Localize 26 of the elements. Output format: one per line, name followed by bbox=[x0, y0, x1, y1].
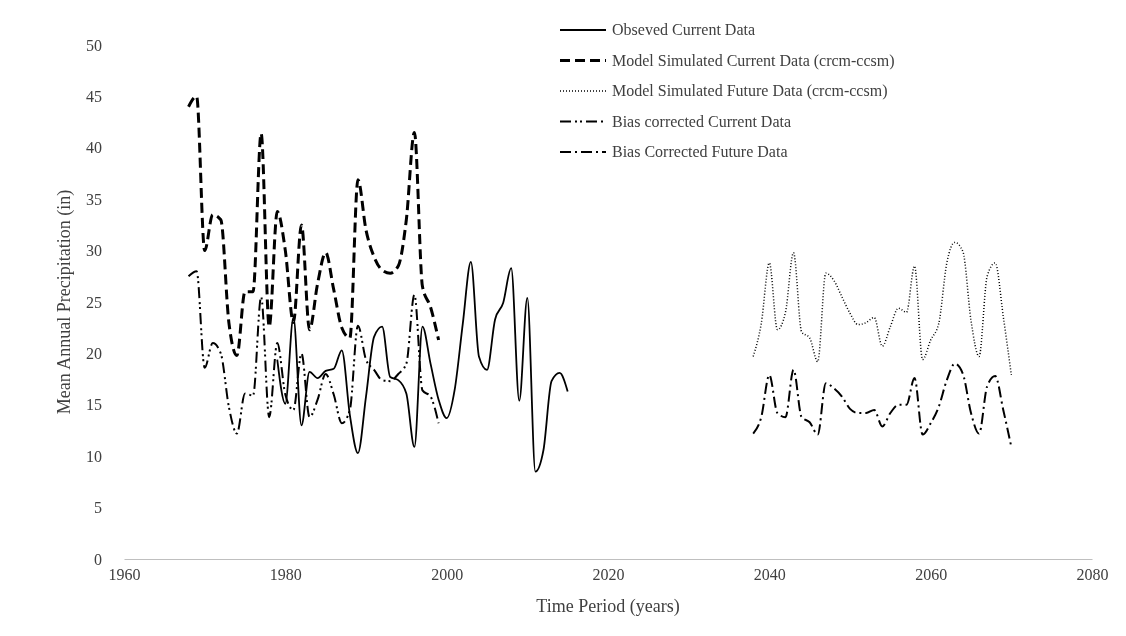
y-tick-label: 40 bbox=[86, 139, 102, 157]
legend-label: Model Simulated Current Data (crcm-ccsm) bbox=[612, 51, 895, 70]
y-tick-label: 45 bbox=[86, 88, 102, 106]
x-tick-label: 1980 bbox=[269, 566, 302, 584]
y-tick-label: 20 bbox=[86, 345, 102, 363]
x-tick-label: 2080 bbox=[1076, 566, 1109, 584]
y-tick-label: 50 bbox=[86, 36, 102, 54]
legend-label: Model Simulated Future Data (crcm-ccsm) bbox=[612, 82, 888, 100]
legend-label: Bias corrected Current Data bbox=[612, 112, 792, 130]
line-series bbox=[752, 241, 1013, 376]
x-tick-label: 2060 bbox=[915, 566, 948, 584]
legend-label: Obseved Current Data bbox=[612, 21, 756, 38]
x-tick-label: 2040 bbox=[753, 566, 786, 584]
y-tick-label: 10 bbox=[86, 447, 102, 465]
x-tick-label: 2000 bbox=[431, 566, 464, 584]
y-tick-label: 0 bbox=[94, 550, 102, 568]
x-tick-label: 2020 bbox=[592, 566, 625, 584]
y-tick-label: 35 bbox=[86, 190, 102, 208]
x-axis-title: Time Period (years) bbox=[536, 596, 680, 617]
y-tick-label: 25 bbox=[86, 293, 102, 311]
x-tick-label: 1960 bbox=[108, 566, 141, 584]
y-axis-title: Mean Annual Precipitation (in) bbox=[54, 189, 75, 415]
y-tick-label: 15 bbox=[86, 396, 102, 414]
legend-label: Bias Corrected Future Data bbox=[612, 143, 788, 160]
y-tick-label: 5 bbox=[94, 499, 102, 517]
y-tick-label: 30 bbox=[86, 242, 102, 260]
